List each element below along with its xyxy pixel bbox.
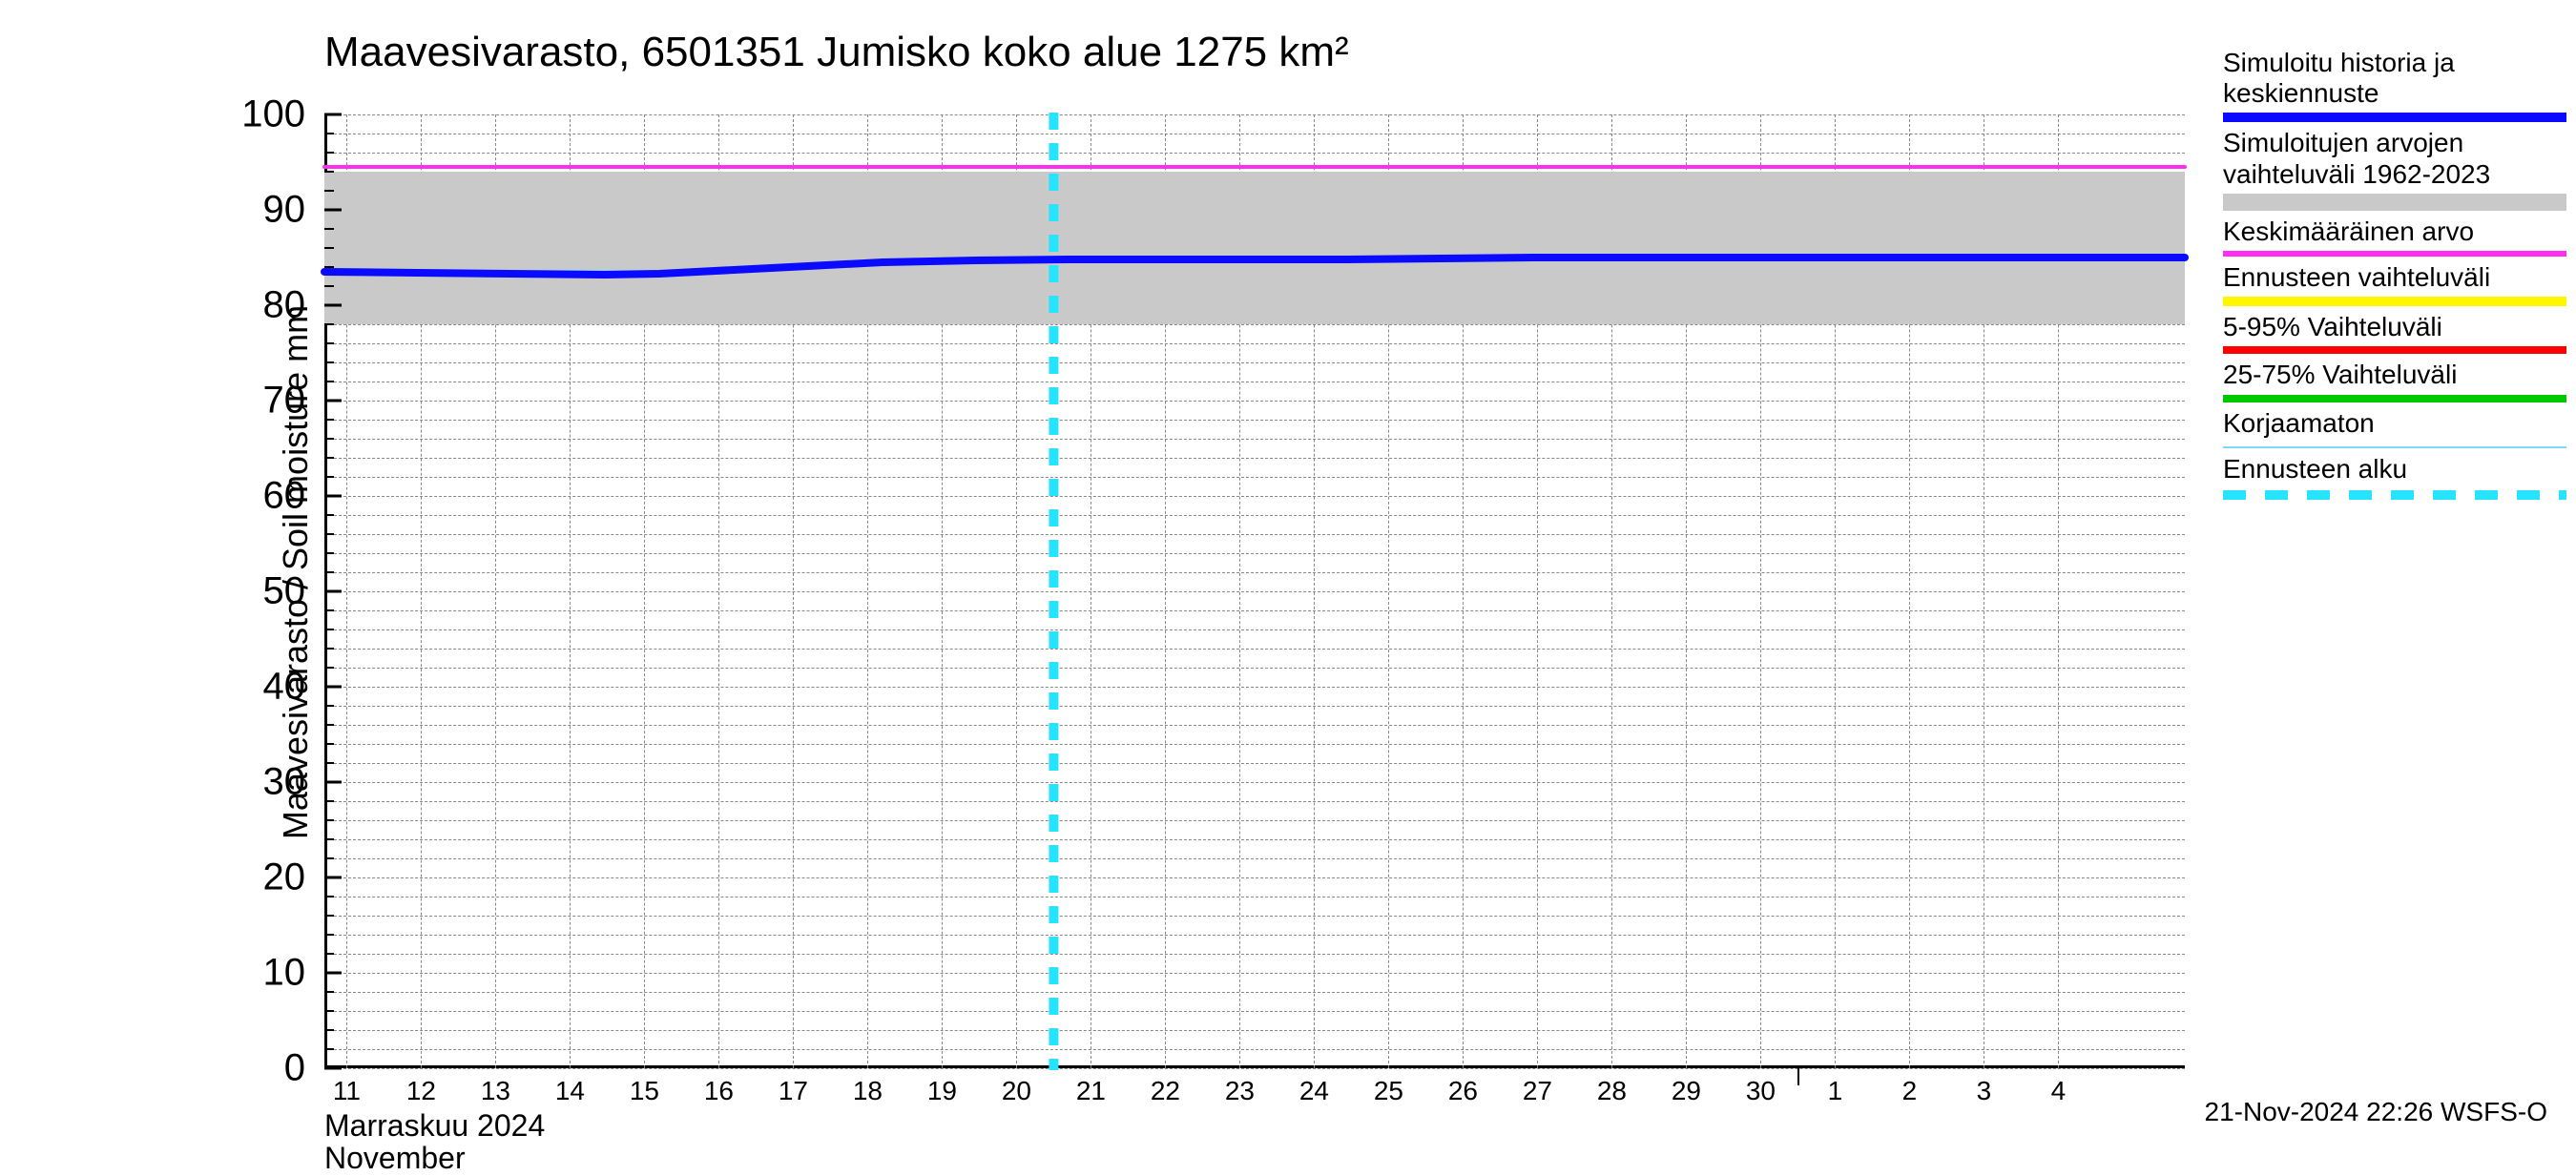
x-tick-label: 21 [1076,1076,1106,1106]
legend-label: Simuloitujen arvojen vaihteluväli 1962-2… [2223,128,2566,189]
legend-swatch [2223,194,2566,211]
legend-item: Ennusteen vaihteluväli [2223,262,2566,306]
legend-item: Simuloitujen arvojen vaihteluväli 1962-2… [2223,128,2566,210]
legend-swatch [2223,297,2566,306]
legend-item: 5-95% Vaihteluväli [2223,312,2566,354]
y-tick-label: 50 [229,570,305,613]
legend: Simuloitu historia ja keskiennuste Simulo… [2223,48,2566,505]
x-tick-label: 12 [406,1076,436,1106]
legend-swatch [2223,251,2566,257]
x-tick-label: 28 [1597,1076,1627,1106]
x-tick-label: 29 [1672,1076,1701,1106]
legend-item: Simuloitu historia ja keskiennuste [2223,48,2566,122]
x-tick-label: 27 [1523,1076,1552,1106]
month-divider [1797,1068,1799,1085]
chart-container: Maavesivarasto / Soil moisture mm Maaves… [0,0,2576,1145]
x-tick-label: 23 [1225,1076,1255,1106]
legend-item: Korjaamaton [2223,408,2566,448]
legend-label: Ennusteen alku [2223,454,2566,485]
y-tick-label: 60 [229,475,305,518]
x-tick-label: 3 [1977,1076,1992,1106]
legend-swatch [2223,490,2566,500]
legend-swatch [2223,113,2566,122]
x-tick-label: 20 [1002,1076,1031,1106]
x-tick-label: 14 [555,1076,585,1106]
x-tick-label: 15 [630,1076,659,1106]
legend-item: 25-75% Vaihteluväli [2223,360,2566,402]
legend-label: Keskimääräinen arvo [2223,217,2566,247]
y-tick-label: 90 [229,189,305,232]
y-tick-label: 30 [229,761,305,804]
x-tick-label: 1 [1828,1076,1843,1106]
x-tick-label: 2 [1902,1076,1918,1106]
x-tick-label: 22 [1151,1076,1180,1106]
legend-swatch [2223,346,2566,354]
legend-label: Ennusteen vaihteluväli [2223,262,2566,293]
legend-swatch [2223,395,2566,402]
x-tick-label: 18 [853,1076,883,1106]
x-month-label-en: November [324,1141,466,1176]
x-tick-label: 24 [1299,1076,1329,1106]
x-month-label-fi: Marraskuu 2024 [324,1108,545,1144]
x-tick-label: 11 [333,1076,361,1106]
legend-label: 25-75% Vaihteluväli [2223,360,2566,390]
x-tick-label: 13 [481,1076,510,1106]
legend-label: Korjaamaton [2223,408,2566,439]
y-tick-label: 80 [229,284,305,327]
y-tick-label: 70 [229,380,305,423]
legend-item: Ennusteen alku [2223,454,2566,500]
x-tick-label: 16 [704,1076,734,1106]
legend-label: Simuloitu historia ja keskiennuste [2223,48,2566,109]
timestamp-label: 21-Nov-2024 22:26 WSFS-O [2205,1097,2548,1127]
chart-title: Maavesivarasto, 6501351 Jumisko koko alu… [324,29,1349,76]
line-layer [324,114,2185,1068]
legend-item: Keskimääräinen arvo [2223,217,2566,257]
x-tick-label: 19 [927,1076,957,1106]
legend-label: 5-95% Vaihteluväli [2223,312,2566,342]
x-tick-label: 26 [1448,1076,1478,1106]
y-tick-label: 0 [229,1047,305,1090]
legend-swatch [2223,446,2566,448]
y-tick-label: 100 [229,93,305,136]
x-tick-label: 30 [1746,1076,1776,1106]
x-tick-label: 17 [779,1076,808,1106]
y-tick-label: 10 [229,952,305,995]
y-tick-label: 20 [229,856,305,899]
x-tick-label: 25 [1374,1076,1403,1106]
x-tick-label: 4 [2051,1076,2067,1106]
y-tick-label: 40 [229,666,305,709]
